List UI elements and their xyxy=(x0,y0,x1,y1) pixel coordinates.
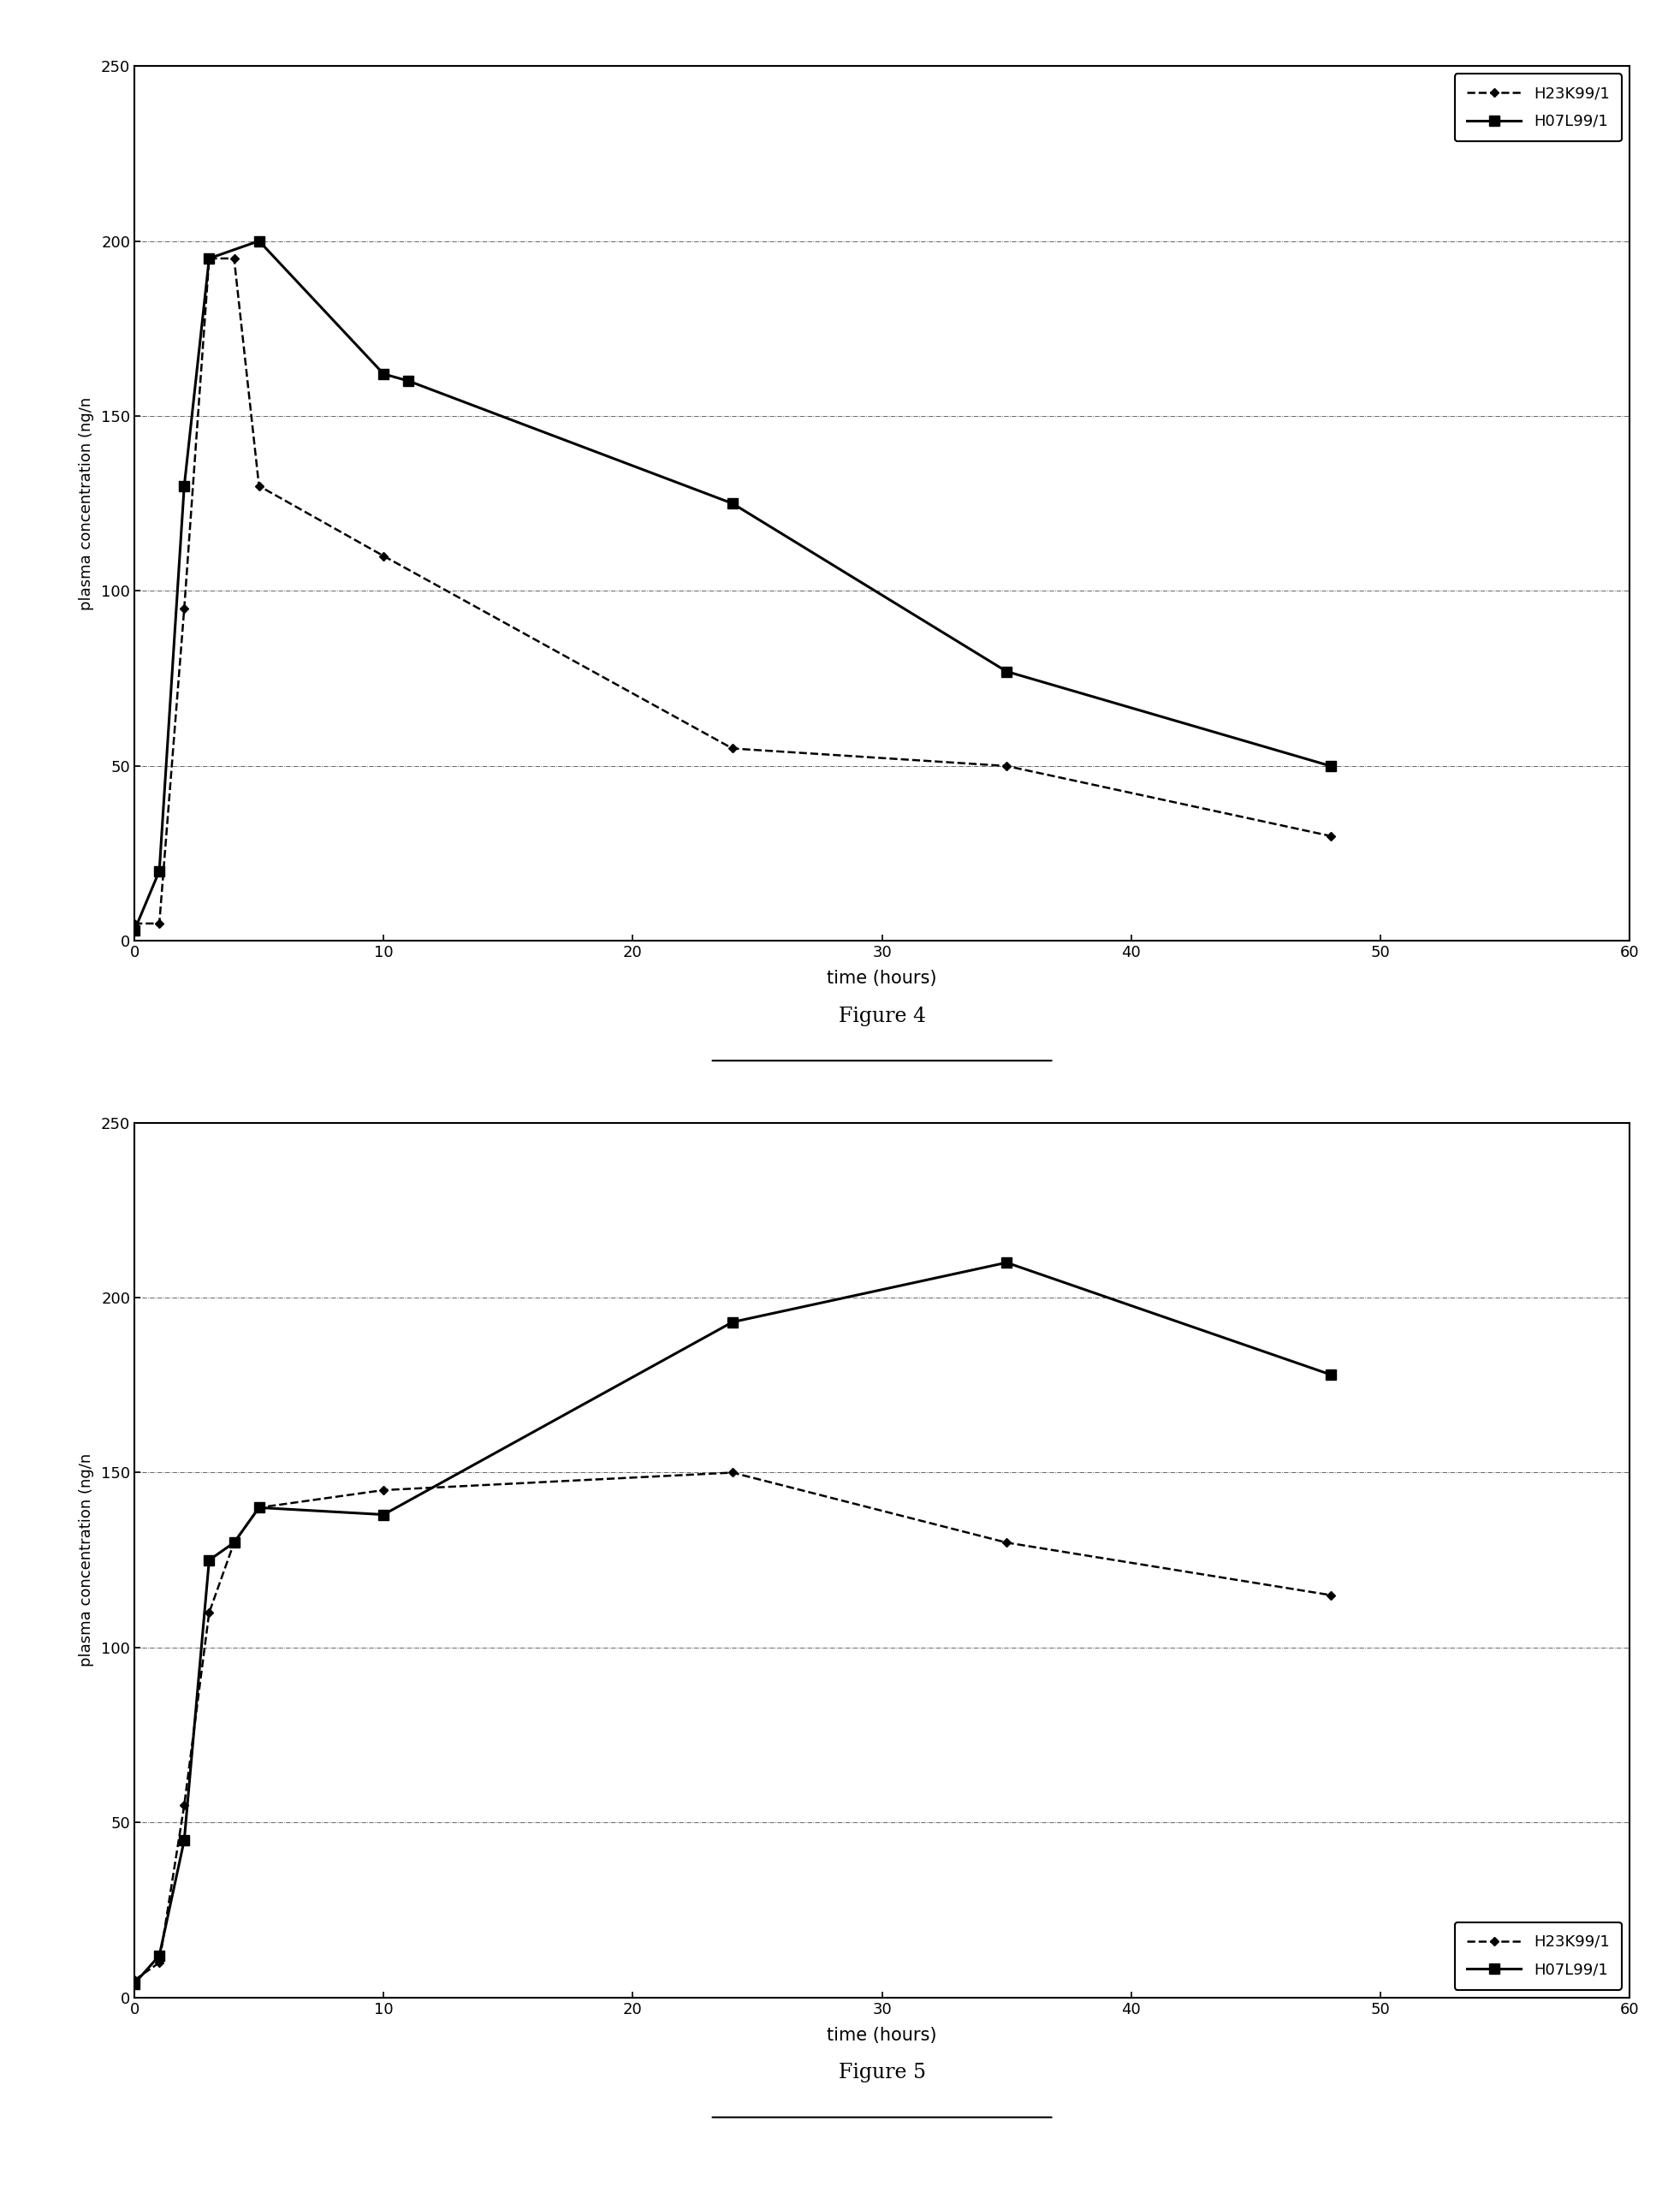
H23K99/1 xyxy=(1320,1583,1341,1609)
X-axis label: time (hours): time (hours) xyxy=(827,969,937,987)
Line: H07L99/1: H07L99/1 xyxy=(129,235,1336,936)
H07L99/1 xyxy=(249,229,269,255)
Line: H23K99/1: H23K99/1 xyxy=(131,255,1334,928)
H07L99/1 xyxy=(996,657,1016,684)
H23K99/1 xyxy=(373,543,393,569)
H07L99/1 xyxy=(249,1495,269,1521)
Y-axis label: plasma concentration (ng/n: plasma concentration (ng/n xyxy=(79,398,94,611)
H23K99/1 xyxy=(175,1791,195,1818)
H23K99/1 xyxy=(1320,822,1341,848)
Legend: H23K99/1, H07L99/1: H23K99/1, H07L99/1 xyxy=(1455,1921,1621,1989)
X-axis label: time (hours): time (hours) xyxy=(827,2027,937,2044)
H23K99/1 xyxy=(373,1477,393,1503)
H07L99/1 xyxy=(175,473,195,499)
H07L99/1 xyxy=(223,1530,244,1556)
H23K99/1 xyxy=(150,910,170,936)
H23K99/1 xyxy=(996,752,1016,778)
H07L99/1 xyxy=(398,367,418,393)
Line: H23K99/1: H23K99/1 xyxy=(131,1470,1334,1983)
Text: Figure 4: Figure 4 xyxy=(838,1007,926,1026)
H23K99/1 xyxy=(198,1600,218,1627)
H07L99/1 xyxy=(198,1547,218,1574)
H23K99/1 xyxy=(249,1495,269,1521)
Legend: H23K99/1, H07L99/1: H23K99/1, H07L99/1 xyxy=(1455,75,1621,141)
H07L99/1 xyxy=(996,1248,1016,1275)
H23K99/1 xyxy=(996,1530,1016,1556)
H07L99/1 xyxy=(1320,1361,1341,1387)
H23K99/1 xyxy=(722,736,743,763)
Line: H07L99/1: H07L99/1 xyxy=(129,1257,1336,1989)
H23K99/1 xyxy=(249,473,269,499)
H23K99/1 xyxy=(124,1967,144,1994)
H23K99/1 xyxy=(223,1530,244,1556)
H07L99/1 xyxy=(373,360,393,387)
H07L99/1 xyxy=(373,1501,393,1528)
Text: Figure 5: Figure 5 xyxy=(838,2062,926,2082)
H23K99/1 xyxy=(223,246,244,273)
H07L99/1 xyxy=(124,917,144,943)
H07L99/1 xyxy=(722,1308,743,1334)
H07L99/1 xyxy=(198,246,218,273)
H07L99/1 xyxy=(124,1969,144,1996)
H07L99/1 xyxy=(722,490,743,517)
H07L99/1 xyxy=(175,1827,195,1853)
H07L99/1 xyxy=(1320,752,1341,778)
Y-axis label: plasma concentration (ng/n: plasma concentration (ng/n xyxy=(79,1453,94,1666)
H23K99/1 xyxy=(722,1459,743,1486)
H23K99/1 xyxy=(175,596,195,622)
H23K99/1 xyxy=(198,246,218,273)
H23K99/1 xyxy=(124,910,144,936)
H23K99/1 xyxy=(150,1950,170,1976)
H07L99/1 xyxy=(150,857,170,884)
H07L99/1 xyxy=(150,1943,170,1969)
